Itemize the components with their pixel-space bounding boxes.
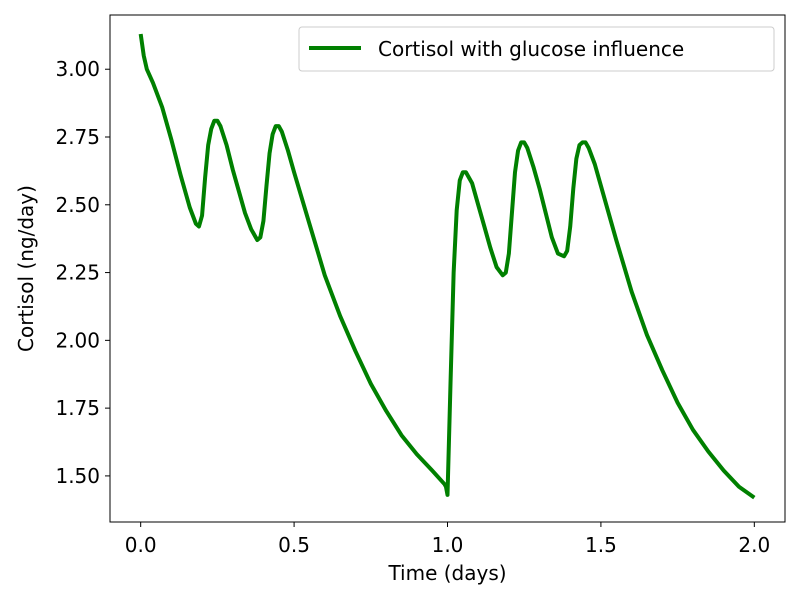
y-axis-label: Cortisol (ng/day) [14,185,38,352]
plot-area [138,33,756,500]
legend: Cortisol with glucose influence [298,26,775,72]
series-line-cortisol [138,33,756,500]
y-axis-ticks: 1.50 1.75 2.00 2.25 2.50 2.75 3.00 [55,57,110,488]
y-tick-label: 2.50 [55,193,100,217]
legend-frame [298,26,775,72]
y-tick-label: 2.75 [55,125,100,149]
x-tick-label: 0.5 [278,533,310,557]
x-tick-label: 1.0 [432,533,464,557]
x-tick-label: 0.0 [125,533,157,557]
y-tick-label: 3.00 [55,57,100,81]
y-tick-label: 1.75 [55,396,100,420]
y-tick-label: 2.00 [55,328,100,352]
x-tick-label: 1.5 [585,533,617,557]
y-tick-label: 2.25 [55,261,100,285]
legend-entry-label: Cortisol with glucose influence [378,37,684,61]
x-tick-label: 2.0 [738,533,770,557]
x-axis-label: Time (days) [387,561,506,585]
x-axis-ticks: 0.0 0.5 1.0 1.5 2.0 [125,522,770,557]
y-tick-label: 1.50 [55,464,100,488]
